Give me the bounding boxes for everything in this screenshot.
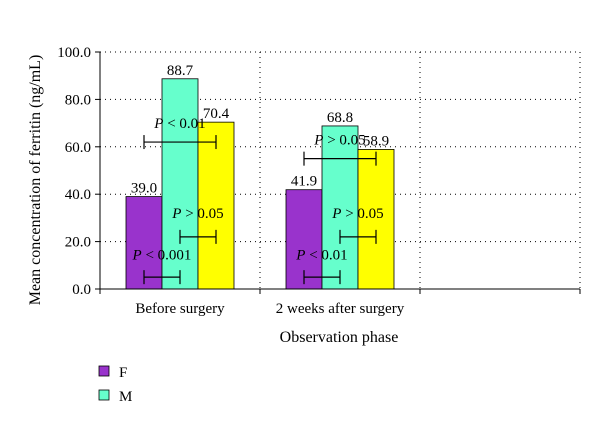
p-symbol: P [295,247,305,263]
data-label: 68.8 [327,110,353,126]
axes: 0.0 20.0 40.0 60.0 80.0 100.0 Before surgery 2 … [57,45,581,317]
p-value-label: P > 0.05 [171,206,223,222]
data-label: 39.0 [131,181,157,197]
legend-label: M [119,389,132,405]
p-comparison: > 0.05 [341,206,383,222]
bar [161,78,199,290]
p-symbol: P [153,116,163,132]
p-comparison: > 0.05 [181,206,223,222]
p-symbol: P [313,132,323,148]
y-tick-label: 20.0 [65,235,91,251]
p-value-annotation: P > 0.05 [331,206,384,244]
bar [321,125,359,290]
y-tick-label: 80.0 [65,92,91,108]
legend-swatch [98,365,110,377]
y-tick-label: 0.0 [72,282,91,298]
data-label: 70.4 [203,106,230,122]
legend-label: F [119,365,127,381]
p-value-label: P > 0.05 [331,206,383,222]
bar [197,121,235,290]
y-tick-label: 40.0 [65,187,91,203]
p-value-label: P > 0.05 [313,132,365,148]
y-axis-title: Mean concentration of ferritin (ng/mL) [27,55,44,306]
p-value-label: P < 0.01 [295,247,347,263]
p-symbol: P [171,206,181,222]
x-tick-label: Before surgery [135,301,225,317]
p-comparison: < 0.01 [305,247,347,263]
p-comparison: < 0.01 [163,116,205,132]
p-value-annotation: P < 0.01 [143,116,217,150]
y-tick-label: 100.0 [57,45,91,61]
p-value-annotation: P > 0.05 [171,206,224,244]
bar [357,149,395,290]
p-symbol: P [132,247,142,263]
p-value-annotation: P > 0.05 [303,132,377,166]
p-value-annotation: P < 0.01 [295,247,348,285]
p-value-label: P < 0.001 [132,247,192,263]
data-label: 41.9 [291,174,317,190]
p-value-annotation: P < 0.001 [132,247,192,285]
legend: FM [98,365,132,405]
data-label: 88.7 [167,63,194,79]
data-label: 58.9 [363,133,389,149]
legend-swatch [98,389,110,401]
value-labels: 39.0 41.9 88.7 68.8 70.4 58.9 [131,63,389,197]
y-tick-label: 60.0 [65,140,91,156]
p-symbol: P [331,206,341,222]
p-comparison: < 0.001 [142,247,192,263]
x-axis-title: Observation phase [280,329,399,346]
p-comparison: > 0.05 [323,132,365,148]
x-tick-label: 2 weeks after surgery [276,301,405,317]
p-value-label: P < 0.01 [153,116,205,132]
